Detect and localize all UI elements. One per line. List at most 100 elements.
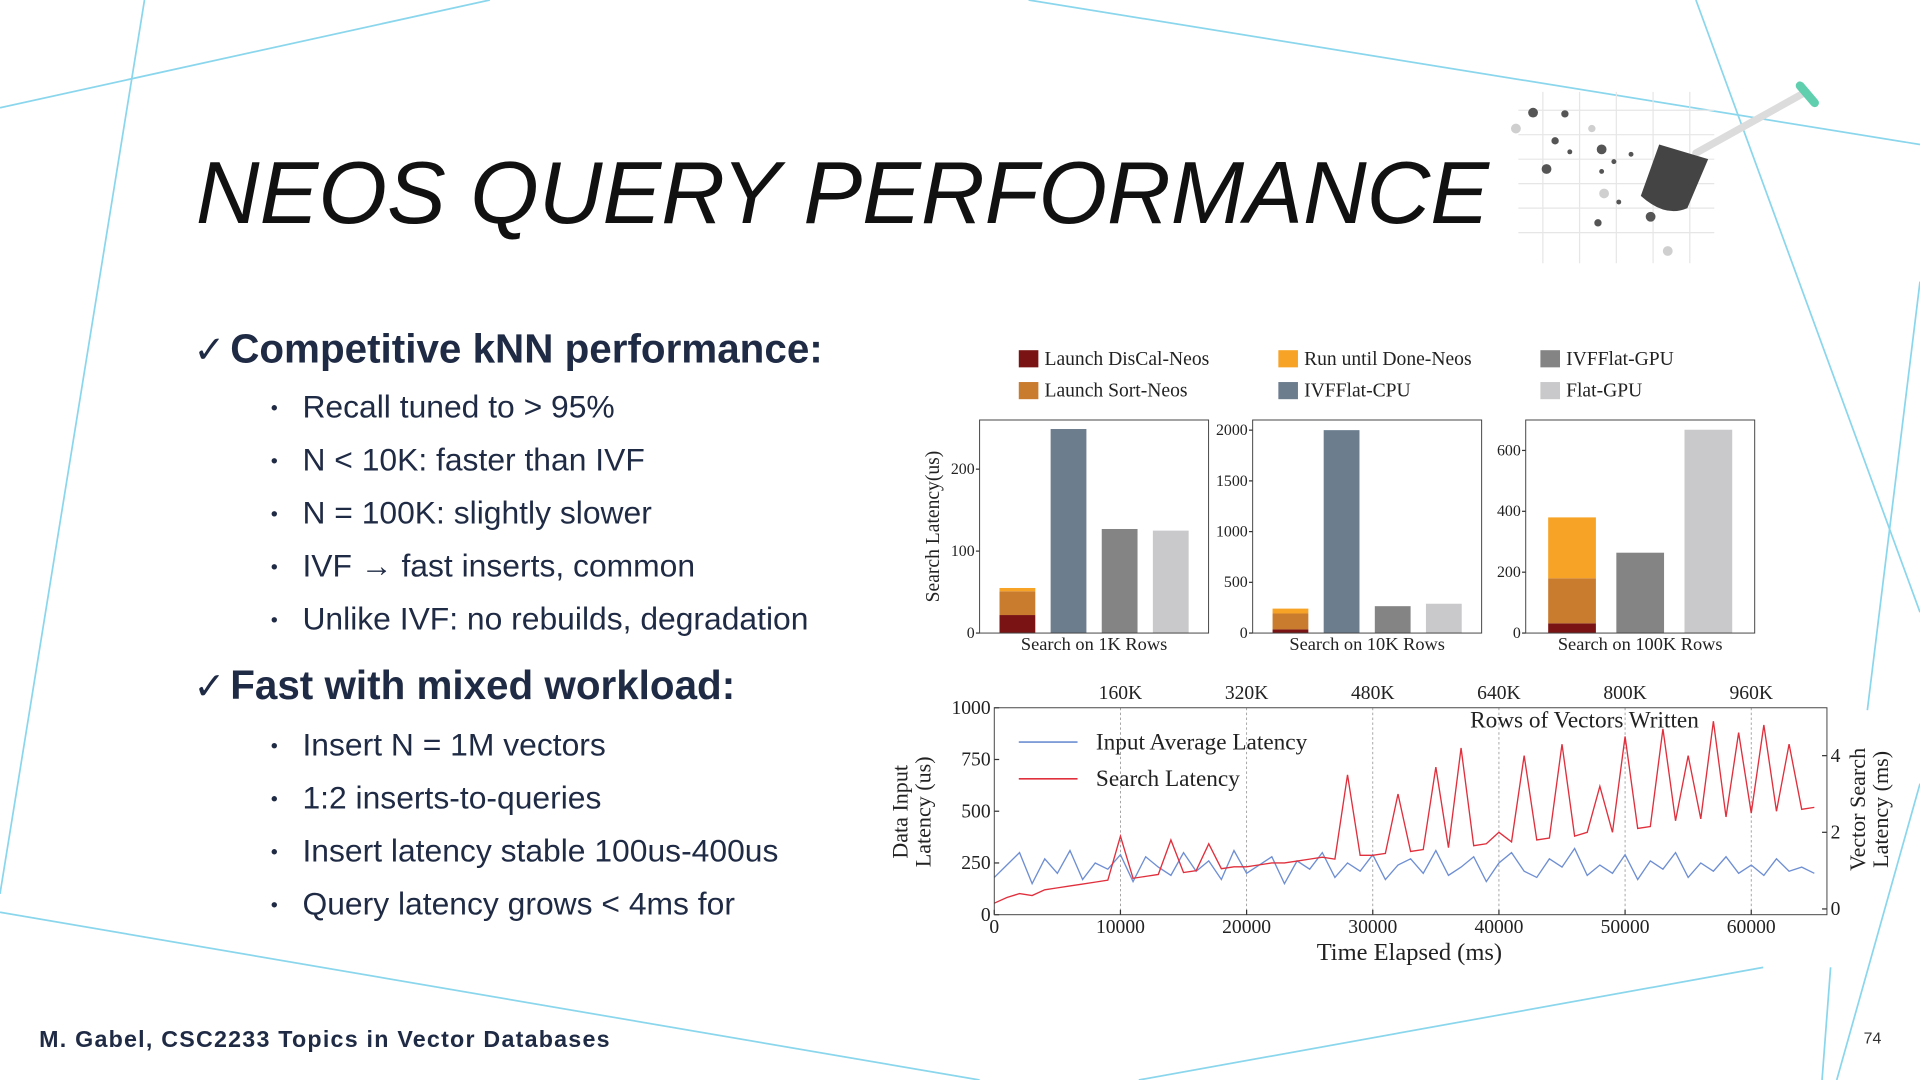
legend-swatch <box>1540 382 1560 400</box>
x-axis-label: Search on 10K Rows <box>1289 634 1445 654</box>
bullet-text: 1:2 inserts-to-queries <box>302 780 601 816</box>
y-tick-label: 0 <box>981 905 991 926</box>
plot-frame <box>979 419 1210 634</box>
x-tick-label: 20000 <box>1222 917 1271 938</box>
slide-title: NEOS QUERY PERFORMANCE <box>196 143 1490 242</box>
bullet-text: Insert N = 1M vectors <box>302 727 605 763</box>
x2-tick-label: 480K <box>1351 683 1395 704</box>
bullet-dot <box>271 564 277 570</box>
bar <box>1616 552 1665 634</box>
bullet-text: N = 100K: slightly slower <box>302 495 652 531</box>
bar <box>1050 429 1087 634</box>
shovel-icon <box>1511 81 1819 264</box>
bar <box>1272 629 1309 634</box>
bar <box>1152 530 1189 634</box>
x2-tick-label: 800K <box>1603 683 1647 704</box>
bar <box>1272 608 1309 614</box>
bullet-text: Recall tuned to > 95% <box>302 389 614 425</box>
y-tick-label: 500 <box>961 801 991 822</box>
data-line <box>993 847 1815 886</box>
bullet-text: IVF → fast inserts, common <box>302 548 695 584</box>
legend-swatch <box>1018 350 1039 368</box>
legend-label: Flat-GPU <box>1566 381 1642 402</box>
bar-chart: 0 200 400 600 Search on 100K Rows <box>1497 419 1756 654</box>
x-tick-label: 40000 <box>1474 917 1523 938</box>
bullet-dot <box>271 743 277 749</box>
bullet-dot <box>271 902 277 908</box>
bar-chart: 0 500 1000 1500 2000 Search on 10K Rows <box>1216 419 1483 654</box>
y-tick-label: 0 <box>1240 625 1248 642</box>
bullet-text: Query latency grows < 4ms for <box>302 886 735 922</box>
bullet-list: ✓ Competitive kNN performance:Recall tune… <box>193 325 822 921</box>
data-line <box>994 721 1815 904</box>
bar-chart: 0 100 200 Search on 1K Rows Search Latency(u… <box>923 349 1674 654</box>
check-mark: ✓ <box>193 666 225 708</box>
bullet-dot <box>271 405 277 411</box>
axis-label-box: Vector Search Latency (ms) <box>1846 747 1894 871</box>
legend-label: Launch Sort-Neos <box>1044 381 1187 402</box>
plot-frame <box>1525 419 1756 634</box>
y-tick-label: 1500 <box>1216 473 1248 490</box>
bar <box>1323 430 1360 634</box>
footer: M. Gabel, CSC2233 Topics in Vector Datab… <box>39 1026 611 1052</box>
x2-tick-label: 320K <box>1225 683 1269 704</box>
y2-tick-label: 0 <box>1831 899 1841 920</box>
bar <box>1272 613 1309 630</box>
bar <box>1374 606 1411 634</box>
y2-axis-label: Vector Search Latency (ms) <box>1846 747 1894 871</box>
x2-tick-label: 160K <box>1099 683 1143 704</box>
x-axis-label: Search on 100K Rows <box>1558 634 1723 654</box>
bar <box>999 615 1036 634</box>
bullet-text: N < 10K: faster than IVF <box>302 442 644 478</box>
y-tick-label: 2000 <box>1216 422 1248 439</box>
section-heading: Fast with mixed workload: <box>230 662 735 708</box>
bar <box>1548 517 1596 579</box>
legend-label: IVFFlat-CPU <box>1304 381 1411 402</box>
bullet-dot <box>271 796 277 802</box>
y-tick-label: 500 <box>1224 574 1248 591</box>
bar <box>999 591 1036 616</box>
plot-frame <box>1252 419 1483 634</box>
legend-label: Run until Done-Neos <box>1304 349 1471 370</box>
y-axis-label: Search Latency(us) <box>923 451 944 603</box>
bar <box>1548 623 1596 634</box>
y-tick-label: 0 <box>967 625 975 642</box>
x-tick-label: 60000 <box>1727 917 1776 938</box>
y-tick-label: 1000 <box>951 698 990 719</box>
y-tick-label: 200 <box>1497 564 1521 581</box>
section-heading: Competitive kNN performance: <box>230 325 823 371</box>
legend-swatch <box>1018 382 1039 400</box>
x-axis-label: Time Elapsed (ms) <box>1317 939 1502 966</box>
bar <box>1101 528 1138 634</box>
x-tick-label: 30000 <box>1348 917 1397 938</box>
x-tick-label: 50000 <box>1601 917 1650 938</box>
x-tick-label: 0 <box>989 917 999 938</box>
legend-swatch <box>1278 382 1298 400</box>
check-mark: ✓ <box>193 329 225 371</box>
y-tick-label: 600 <box>1497 442 1521 459</box>
bullet-text: Insert latency stable 100us-400us <box>302 833 778 869</box>
y-tick-label: 0 <box>1513 625 1521 642</box>
x2-axis-label: Rows of Vectors Written <box>1470 707 1699 733</box>
bar <box>1425 603 1462 634</box>
bar <box>1548 578 1596 624</box>
legend-label: IVFFlat-GPU <box>1566 349 1674 370</box>
bar <box>1684 429 1733 634</box>
x2-tick-label: 640K <box>1477 683 1521 704</box>
y-axis-label: Data Input Latency (us) <box>888 756 936 868</box>
bar <box>999 587 1036 592</box>
bullet-dot <box>271 458 277 464</box>
axis-label-box: Data Input Latency (us) <box>888 756 936 868</box>
legend-label: Launch DisCal-Neos <box>1044 349 1209 370</box>
legend-swatch <box>1278 350 1298 368</box>
legend-swatch <box>1540 350 1560 368</box>
y-tick-label: 400 <box>1497 503 1521 520</box>
bullet-dot <box>271 617 277 623</box>
bullet-dot <box>271 849 277 855</box>
x-tick-label: 10000 <box>1096 917 1145 938</box>
